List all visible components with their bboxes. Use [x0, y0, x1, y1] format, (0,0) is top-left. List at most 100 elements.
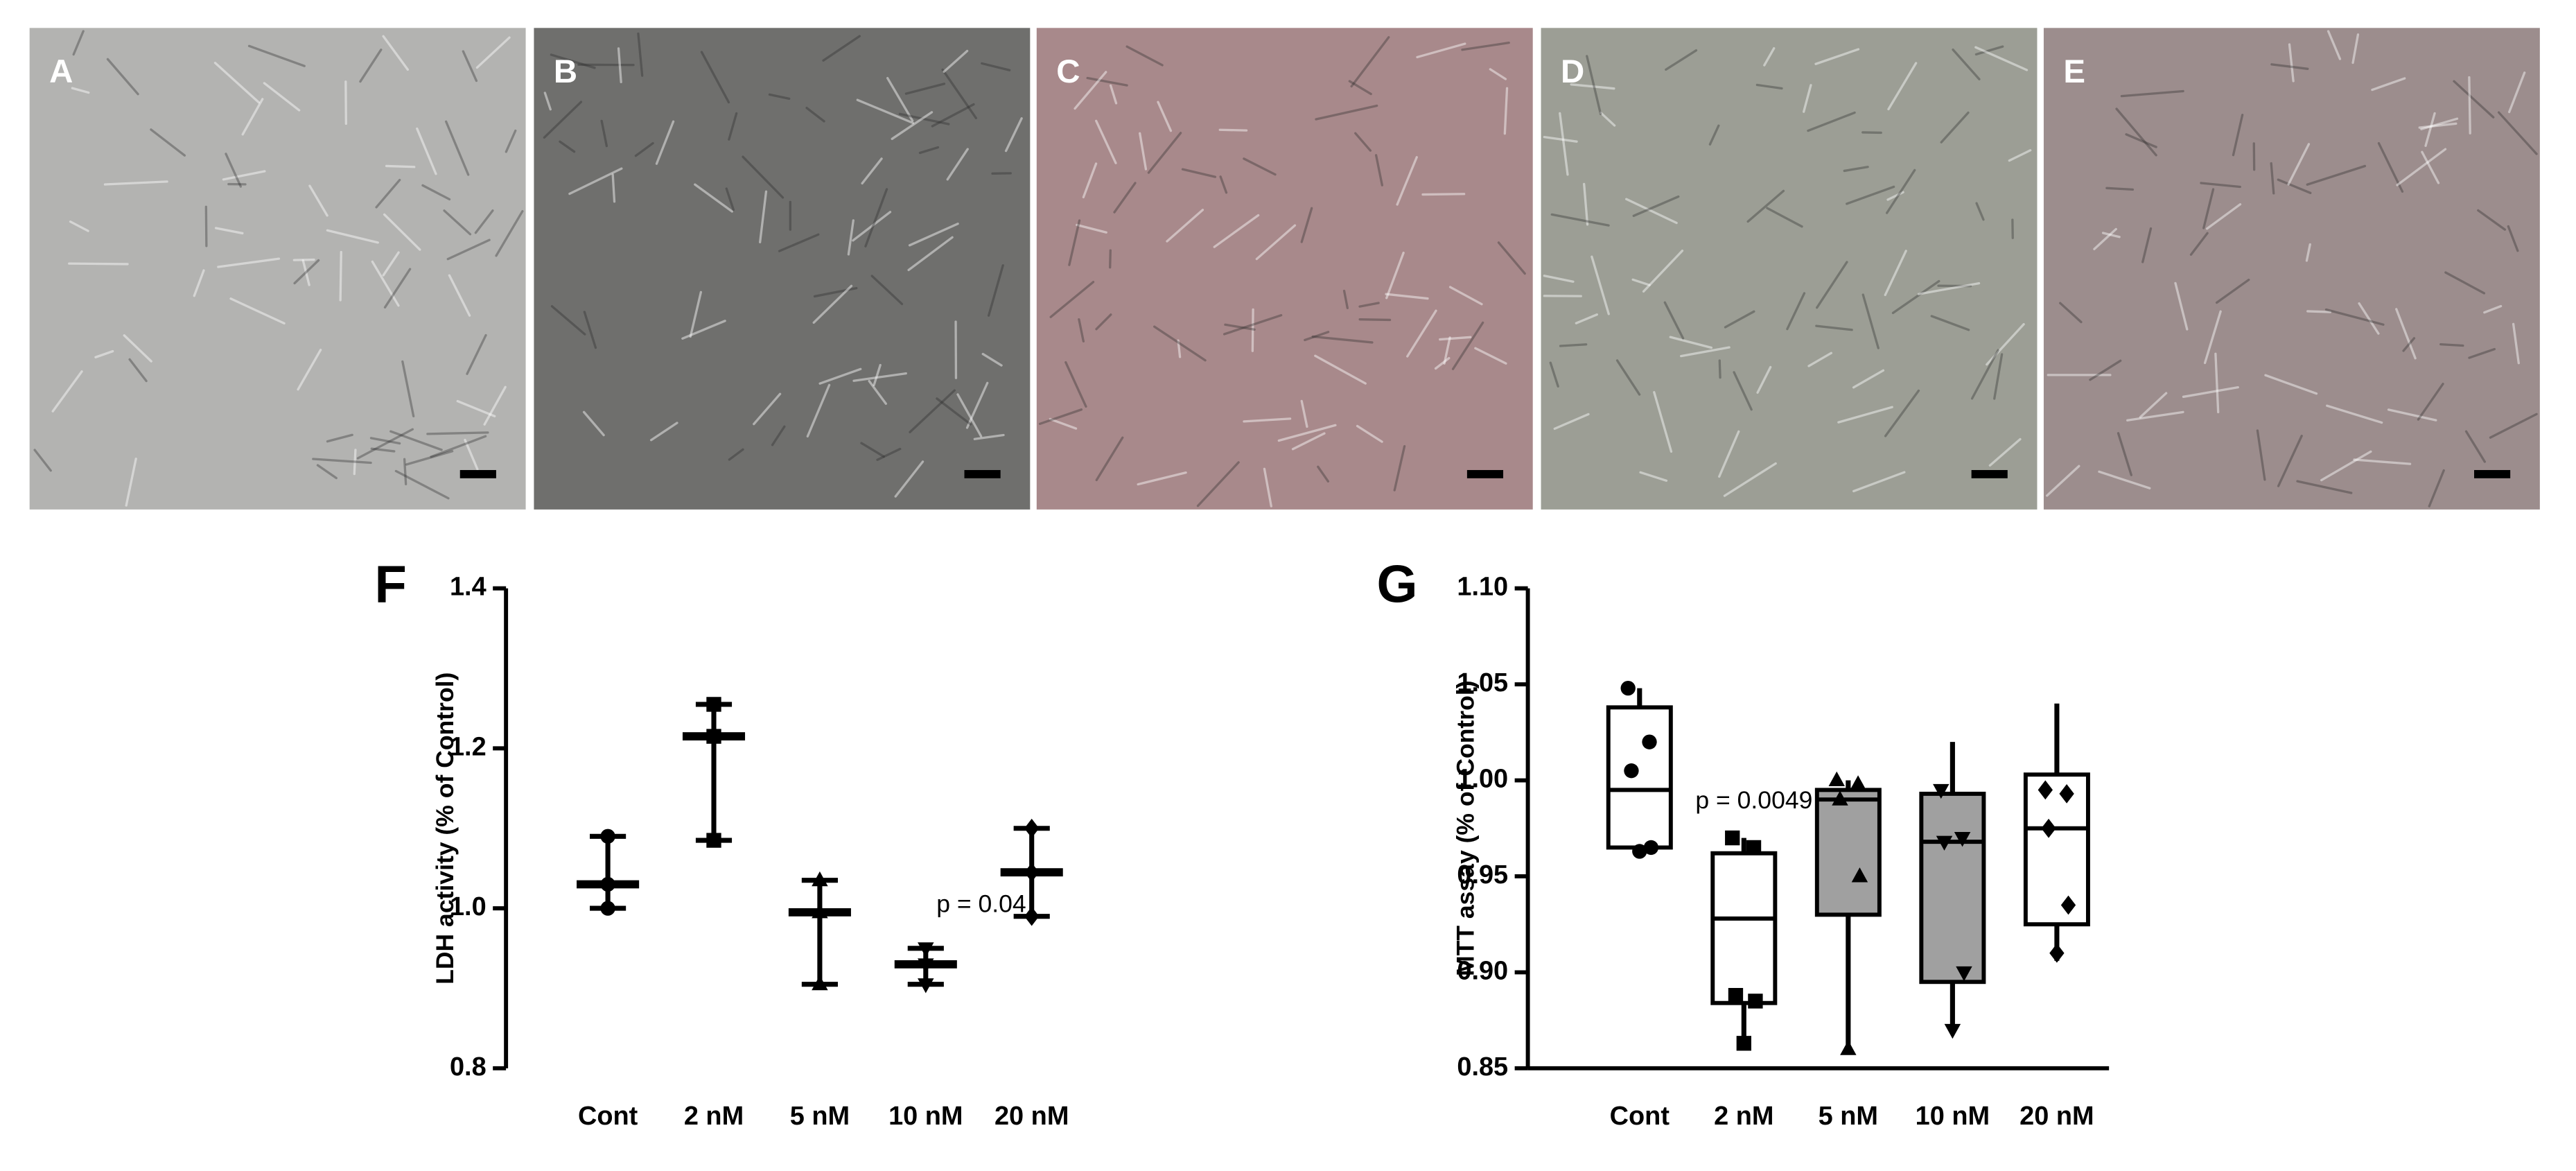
cell	[383, 213, 421, 251]
cell	[728, 112, 738, 141]
cell	[852, 372, 907, 382]
data-point	[1024, 906, 1040, 926]
cell	[123, 334, 152, 363]
panel-label: G	[1377, 555, 1418, 614]
cell	[806, 383, 831, 438]
cell	[818, 367, 862, 385]
cell	[292, 258, 315, 261]
data-point	[1024, 862, 1040, 883]
micrograph: E	[2043, 28, 2540, 510]
cell	[728, 448, 744, 461]
cell	[936, 397, 972, 426]
cell	[1631, 278, 1651, 286]
cell	[946, 148, 969, 181]
data-point	[706, 833, 721, 848]
cell	[753, 392, 782, 426]
cell	[2324, 308, 2385, 326]
cell	[2351, 33, 2360, 64]
cell	[1064, 361, 1087, 408]
cell	[263, 82, 301, 112]
data-point	[812, 903, 828, 919]
cell	[225, 153, 243, 188]
cell	[1139, 132, 1148, 171]
data-point	[1642, 734, 1657, 749]
cell	[2453, 80, 2495, 119]
cell	[1448, 286, 1483, 306]
cell	[582, 410, 605, 437]
cell	[150, 128, 186, 157]
cell	[1718, 359, 1721, 379]
cell	[2101, 232, 2121, 238]
cell	[550, 305, 586, 336]
cell	[1068, 219, 1081, 266]
data-point	[2049, 943, 2065, 963]
cell	[860, 442, 885, 458]
cell	[1348, 80, 1372, 96]
cell	[2264, 374, 2318, 395]
cell	[1807, 111, 1856, 132]
cell	[2105, 187, 2135, 191]
cell	[462, 50, 478, 83]
cell	[2371, 77, 2406, 92]
cell	[2305, 243, 2311, 262]
micrograph: D	[1541, 28, 2038, 510]
cell	[1786, 292, 1806, 331]
cell	[1708, 124, 1720, 146]
cell	[448, 274, 471, 317]
cell	[1891, 279, 1940, 315]
x-tick-label: Cont	[1610, 1102, 1670, 1131]
data-point	[1728, 987, 1744, 1003]
panel-label: C	[1056, 53, 1080, 90]
cell	[1263, 467, 1272, 508]
cell	[1807, 352, 1833, 367]
cell	[475, 36, 511, 69]
cell	[600, 119, 608, 148]
cell	[316, 464, 338, 480]
cell	[1575, 313, 1598, 324]
cell	[2125, 133, 2157, 148]
p-value-annotation: p = 0.04	[936, 890, 1026, 918]
cell	[891, 111, 934, 140]
cell	[1251, 308, 1254, 352]
cell	[1393, 445, 1406, 492]
data-point	[600, 901, 615, 916]
y-tick-label: 0.95	[1457, 860, 1508, 890]
cell	[898, 112, 950, 125]
cell	[1109, 249, 1112, 269]
micrograph: A	[29, 28, 526, 510]
cell	[2395, 308, 2417, 360]
cell	[1374, 154, 1384, 187]
cell	[2417, 383, 2444, 421]
data-point	[2059, 784, 2074, 804]
cell	[2418, 122, 2457, 129]
cell	[1094, 119, 1117, 164]
micrograph-background	[29, 28, 526, 510]
cell	[908, 223, 959, 247]
cell	[2203, 310, 2222, 365]
cell	[2489, 413, 2538, 439]
cell	[1917, 281, 1981, 295]
panel-label: E	[2063, 53, 2085, 90]
cell	[456, 399, 496, 417]
cell	[1277, 424, 1337, 442]
x-tick-label: 2 nM	[1714, 1102, 1773, 1131]
y-tick-label: 1.10	[1457, 573, 1508, 602]
cell	[369, 437, 401, 445]
cell	[1358, 302, 1380, 308]
cell	[1733, 371, 1753, 411]
cell	[2287, 143, 2311, 186]
cell	[2358, 302, 2380, 335]
micrograph-background	[2043, 28, 2540, 510]
cell	[1952, 48, 1981, 80]
cell	[2270, 162, 2275, 195]
cell	[965, 381, 989, 429]
cell	[2215, 278, 2250, 304]
cell	[941, 68, 977, 119]
cell	[1642, 250, 1684, 293]
cell	[2439, 342, 2464, 347]
cell	[550, 53, 596, 69]
box	[1710, 851, 1778, 1005]
cell	[1095, 436, 1124, 481]
cell	[1421, 193, 1466, 196]
